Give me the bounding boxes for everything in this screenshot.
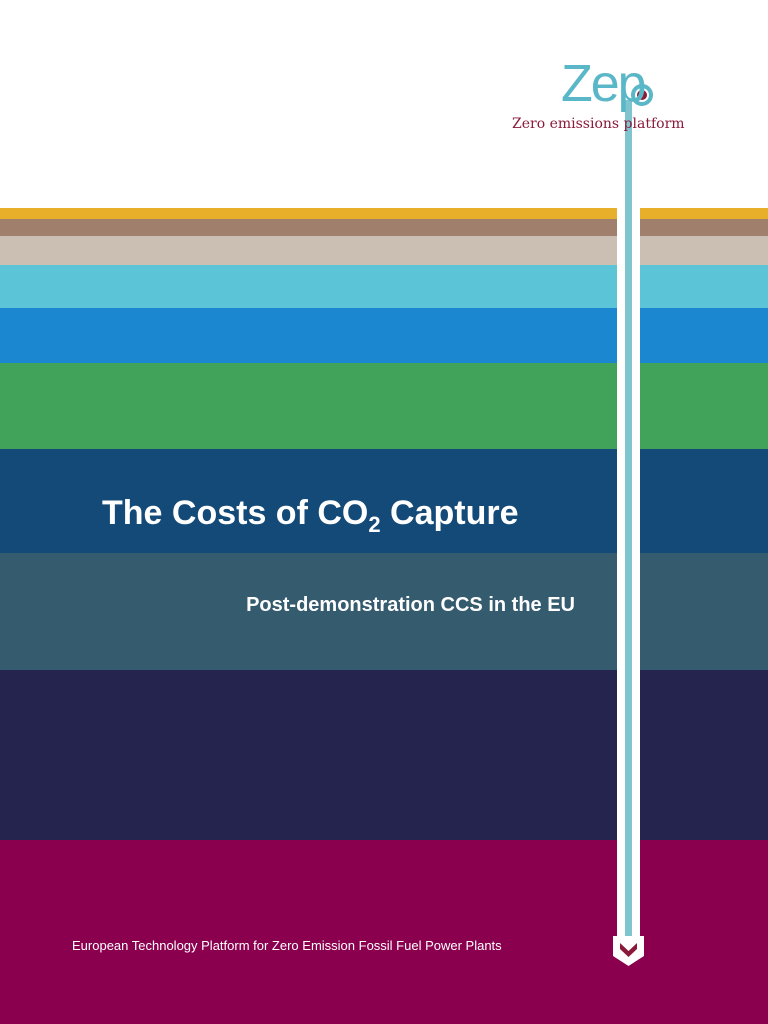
logo-tagline: Zero emissions platform: [512, 116, 685, 132]
title-text: The Costs of CO: [102, 494, 369, 532]
logo-wordmark: Zep: [561, 55, 647, 113]
title: The Costs of CO2 Capture: [102, 494, 519, 538]
subtitle: Post-demonstration CCS in the EU: [246, 594, 575, 616]
title-subscript: 2: [368, 512, 381, 537]
footer: European Technology Platform for Zero Em…: [72, 938, 502, 953]
title-text: Capture: [380, 494, 519, 532]
